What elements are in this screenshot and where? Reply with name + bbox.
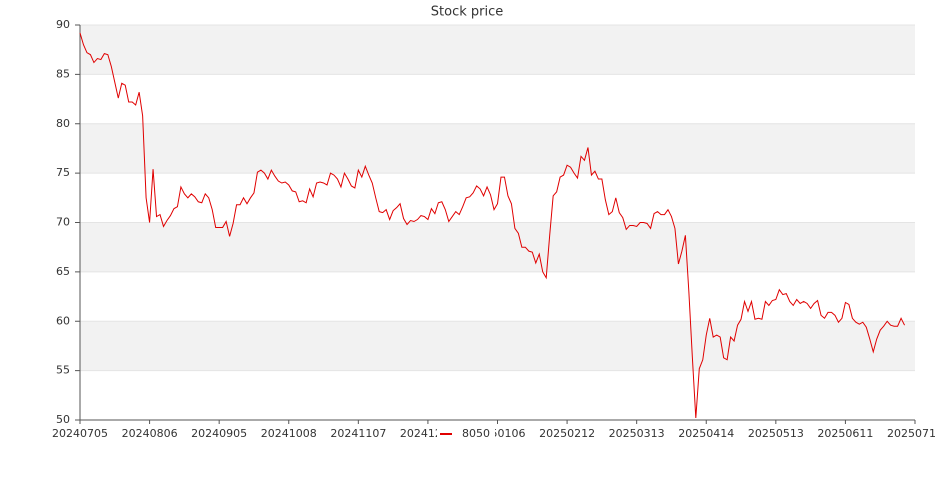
legend: 8050: [437, 425, 495, 443]
x-tick-label: 20250611: [817, 427, 873, 440]
x-tick-label: 20250212: [539, 427, 595, 440]
y-tick-label: 60: [56, 314, 70, 327]
y-tick-label: 85: [56, 67, 70, 80]
legend-label: 8050: [462, 427, 490, 440]
x-tick-label: 20240806: [122, 427, 178, 440]
grid-band: [80, 222, 915, 272]
y-tick-label: 70: [56, 216, 70, 229]
x-tick-label: 20241008: [261, 427, 317, 440]
chart-title: Stock price: [431, 5, 503, 20]
x-tick-label: 20250313: [609, 427, 665, 440]
y-tick-label: 55: [56, 364, 70, 377]
x-tick-label: 20240705: [52, 427, 108, 440]
x-tick-label: 20241107: [330, 427, 386, 440]
x-tick-label: 20250710: [887, 427, 935, 440]
y-tick-label: 50: [56, 413, 70, 426]
x-tick-label: 20240905: [191, 427, 247, 440]
grid-band: [80, 123, 915, 174]
price-line: [79, 32, 906, 419]
legend-box: [437, 425, 495, 443]
x-tick-label: 20250513: [748, 427, 804, 440]
y-tick-label: 75: [56, 166, 70, 179]
y-tick-label: 80: [56, 117, 70, 130]
y-tick-label: 90: [56, 18, 70, 31]
grid-band: [80, 25, 915, 75]
grid-band: [80, 321, 915, 371]
x-tick-label: 20250414: [678, 427, 734, 440]
y-tick-label: 65: [56, 265, 70, 278]
